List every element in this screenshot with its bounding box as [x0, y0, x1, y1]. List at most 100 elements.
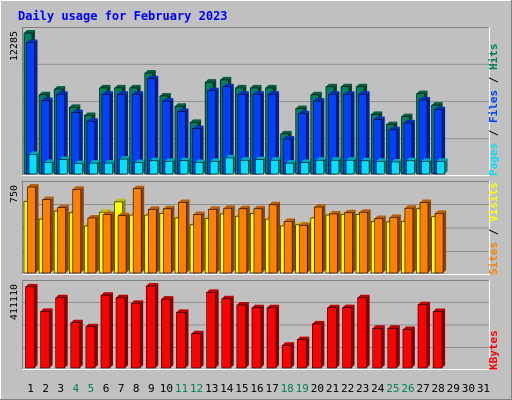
x-tick-label: 9	[148, 382, 155, 395]
kbytes-bar	[432, 308, 446, 369]
pages-bar	[436, 158, 448, 175]
pages-bar	[360, 157, 373, 175]
pages-bar	[164, 158, 176, 175]
sites-bar	[419, 199, 432, 274]
files-bar	[313, 98, 325, 175]
files-bar	[41, 97, 53, 175]
x-tick-label: 2	[42, 382, 49, 395]
x-axis-day-labels: 1 2 3 4 5 6 7 8 9 10 11 12 13 14 15 16 17 18 19 20 21 22 23 24 2…	[27, 382, 490, 395]
kbytes-bar	[327, 304, 340, 369]
x-tick-label: 14	[220, 382, 234, 395]
files-bar	[328, 91, 340, 175]
x-tick-label: 22	[341, 382, 354, 395]
pages-bar	[119, 156, 131, 175]
kbytes-bar	[296, 336, 310, 369]
x-tick-label: 20	[311, 382, 324, 395]
pages-bar	[58, 156, 71, 175]
sites-bar	[72, 186, 84, 274]
sites-bar	[208, 206, 220, 274]
sites-bar	[374, 215, 386, 274]
kbytes-bar	[176, 309, 189, 369]
files-bar	[116, 91, 129, 175]
pages-bar	[345, 157, 358, 175]
pages-bar	[255, 156, 267, 175]
kbytes-bar	[145, 283, 159, 369]
pages-bar	[179, 157, 191, 175]
sites-bar	[87, 214, 99, 274]
files-bar	[222, 83, 234, 175]
legend-1: Pages / Files / Hits	[487, 44, 500, 177]
sites-bar	[298, 222, 311, 274]
files-bar	[297, 110, 310, 175]
x-tick-label: 4	[73, 382, 80, 395]
pages-bar	[73, 160, 86, 175]
pages-bar	[209, 158, 222, 175]
sites-bar	[344, 209, 356, 274]
x-tick-label: 24	[371, 382, 385, 395]
x-tick-label: 13	[205, 382, 218, 395]
x-tick-label: 7	[118, 382, 125, 395]
pages-bar	[240, 157, 252, 175]
sites-bar	[238, 205, 250, 274]
pages-bar	[89, 160, 101, 175]
sites-bar	[42, 196, 54, 274]
y-max-label-1: 12285	[9, 31, 20, 61]
kbytes-bar	[85, 323, 98, 369]
x-tick-label: 23	[356, 382, 369, 395]
sites-bar	[163, 205, 175, 274]
sites-bar	[117, 212, 130, 274]
sites-bar	[389, 214, 401, 274]
pages-bar	[104, 160, 116, 175]
pages-bar	[149, 157, 161, 175]
kbytes-bar	[372, 325, 385, 369]
x-tick-label: 31	[477, 382, 490, 395]
files-bar	[146, 75, 159, 175]
kbytes-bar	[387, 325, 400, 369]
pages-bar	[406, 157, 418, 175]
kbytes-bar	[130, 300, 144, 369]
kbytes-bar	[161, 296, 174, 369]
kbytes-bar	[402, 326, 415, 369]
kbytes-bar	[70, 319, 83, 369]
kbytes-bar	[55, 294, 68, 369]
x-tick-label: 12	[190, 382, 203, 395]
kbytes-bar	[115, 294, 129, 369]
sites-bar	[253, 205, 265, 274]
x-tick-label: 8	[133, 382, 140, 395]
sites-bar	[314, 204, 326, 274]
kbytes-bar	[281, 342, 295, 369]
x-tick-label: 10	[160, 382, 173, 395]
sites-bar	[268, 201, 281, 274]
files-bar	[86, 118, 98, 175]
sites-bar	[132, 185, 145, 274]
pages-bar	[224, 154, 237, 175]
files-bar	[207, 87, 219, 175]
x-tick-label: 16	[250, 382, 263, 395]
pages-bar	[391, 158, 403, 175]
pages-bar	[421, 158, 433, 175]
sites-bar	[283, 218, 296, 274]
chart-title: Daily usage for February 2023	[18, 9, 228, 23]
x-tick-label: 28	[432, 382, 445, 395]
sites-bar	[193, 211, 205, 274]
pages-bar	[315, 157, 327, 175]
sites-bar	[404, 205, 416, 274]
pages-bar	[375, 158, 388, 175]
kbytes-bar	[251, 304, 264, 369]
pages-bar	[194, 159, 207, 175]
files-bar	[71, 109, 83, 175]
pages-bar	[300, 159, 312, 175]
sites-bar	[178, 199, 190, 274]
x-tick-label: 25	[386, 382, 399, 395]
sites-bar	[434, 210, 447, 274]
kbytes-bar	[221, 295, 234, 369]
pages-bar	[43, 159, 56, 175]
files-bar	[131, 91, 144, 175]
sites-bar	[147, 206, 160, 274]
x-tick-label: 15	[235, 382, 248, 395]
y-max-label-2: 750	[9, 185, 20, 203]
x-tick-label: 5	[88, 382, 95, 395]
kbytes-bar	[100, 292, 113, 369]
kbytes-bar	[312, 320, 325, 369]
